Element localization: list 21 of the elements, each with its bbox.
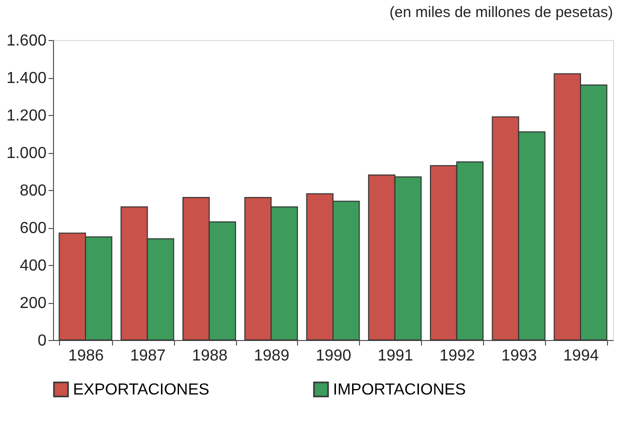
x-tick-label: 1990 bbox=[316, 348, 352, 364]
x-tick-label: 1988 bbox=[192, 348, 228, 364]
y-tick-label: 1.400 bbox=[6, 70, 47, 87]
x-tick-label: 1986 bbox=[68, 348, 104, 364]
y-tick-label: 600 bbox=[20, 220, 47, 237]
legend-label: IMPORTACIONES bbox=[333, 381, 466, 398]
legend-label: EXPORTACIONES bbox=[73, 381, 210, 398]
x-tick-label: 1991 bbox=[378, 348, 414, 364]
y-tick-label: 1.600 bbox=[6, 32, 47, 50]
y-tick-label: 0 bbox=[38, 332, 47, 350]
y-tick-label: 1.200 bbox=[6, 108, 47, 124]
x-tick-label: 1992 bbox=[439, 348, 476, 364]
y-tick-label: 400 bbox=[20, 258, 47, 274]
x-tick-label: 1987 bbox=[130, 348, 166, 364]
x-tick-label: 1994 bbox=[563, 348, 599, 364]
text: (en miles de millones de pesetas) bbox=[390, 4, 613, 21]
x-tick-label: 1993 bbox=[501, 348, 538, 364]
y-tick-label: 200 bbox=[20, 295, 47, 312]
y-tick-label: 800 bbox=[20, 182, 47, 200]
x-tick-label: 1989 bbox=[254, 348, 290, 364]
y-tick-label: 1.000 bbox=[6, 145, 47, 162]
